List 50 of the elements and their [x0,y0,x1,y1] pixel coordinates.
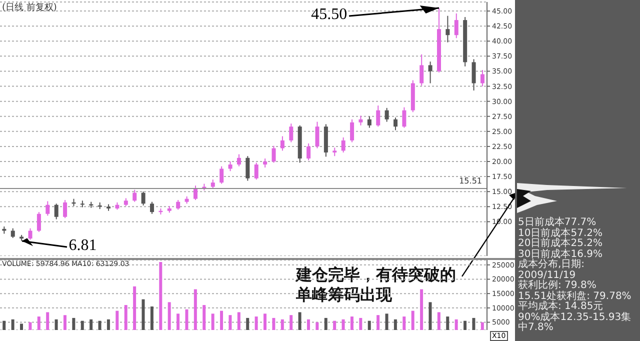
candlestick [306,142,311,161]
candlestick [280,136,284,152]
candlestick [289,123,294,143]
candlestick [36,212,41,232]
candlestick [472,58,476,91]
candlestick [350,118,354,143]
candlestick [246,156,250,182]
candlestick [28,228,32,240]
ref-line-label: 15.51 [459,176,482,186]
candlestick [220,166,224,184]
candlestick [176,200,180,210]
text: 90%成本12.35-15.93集中7.8% [518,312,632,334]
text: 成本分布,日期: 2009/11/19 [518,259,586,280]
candlestick [150,201,154,214]
text: 平均成本: 14.85元 [518,301,604,312]
candlestick [446,15,450,43]
text: 15.51处获利盘: 79.78% [518,290,632,302]
candlestick [454,12,458,39]
candlestick [480,70,484,87]
annotation: 6.81 [68,236,97,255]
candlestick [384,107,389,122]
text: 获利比例: 79.8% [518,280,598,291]
candlestick [141,191,146,206]
candlestick [420,54,424,86]
text: 5日前成本77.7% [518,217,598,228]
candlestick [376,105,380,128]
text: 30日前成本16.9% [518,248,604,260]
candlestick [236,154,241,167]
text: 10日前成本57.2% [518,228,604,238]
candlestick [341,136,346,153]
candlestick [428,61,432,84]
candlestick [394,117,398,131]
candlestick [263,158,268,168]
candlestick [193,185,198,201]
candlestick [402,106,406,128]
chart-title: (日线 前复权) [2,2,57,14]
candlestick [228,161,232,172]
candlestick [63,200,68,219]
candlestick [315,121,320,149]
candlestick [254,162,258,180]
candlestick [54,203,58,220]
candlestick [367,116,372,128]
candlestick [132,189,137,202]
text: 20日前成本25.2% [518,238,604,249]
candlestick [10,228,15,238]
candlestick [46,200,50,216]
candlestick [210,179,215,190]
candlestick [272,145,276,164]
candlestick [358,115,363,126]
annotation: 45.50 [311,6,348,24]
